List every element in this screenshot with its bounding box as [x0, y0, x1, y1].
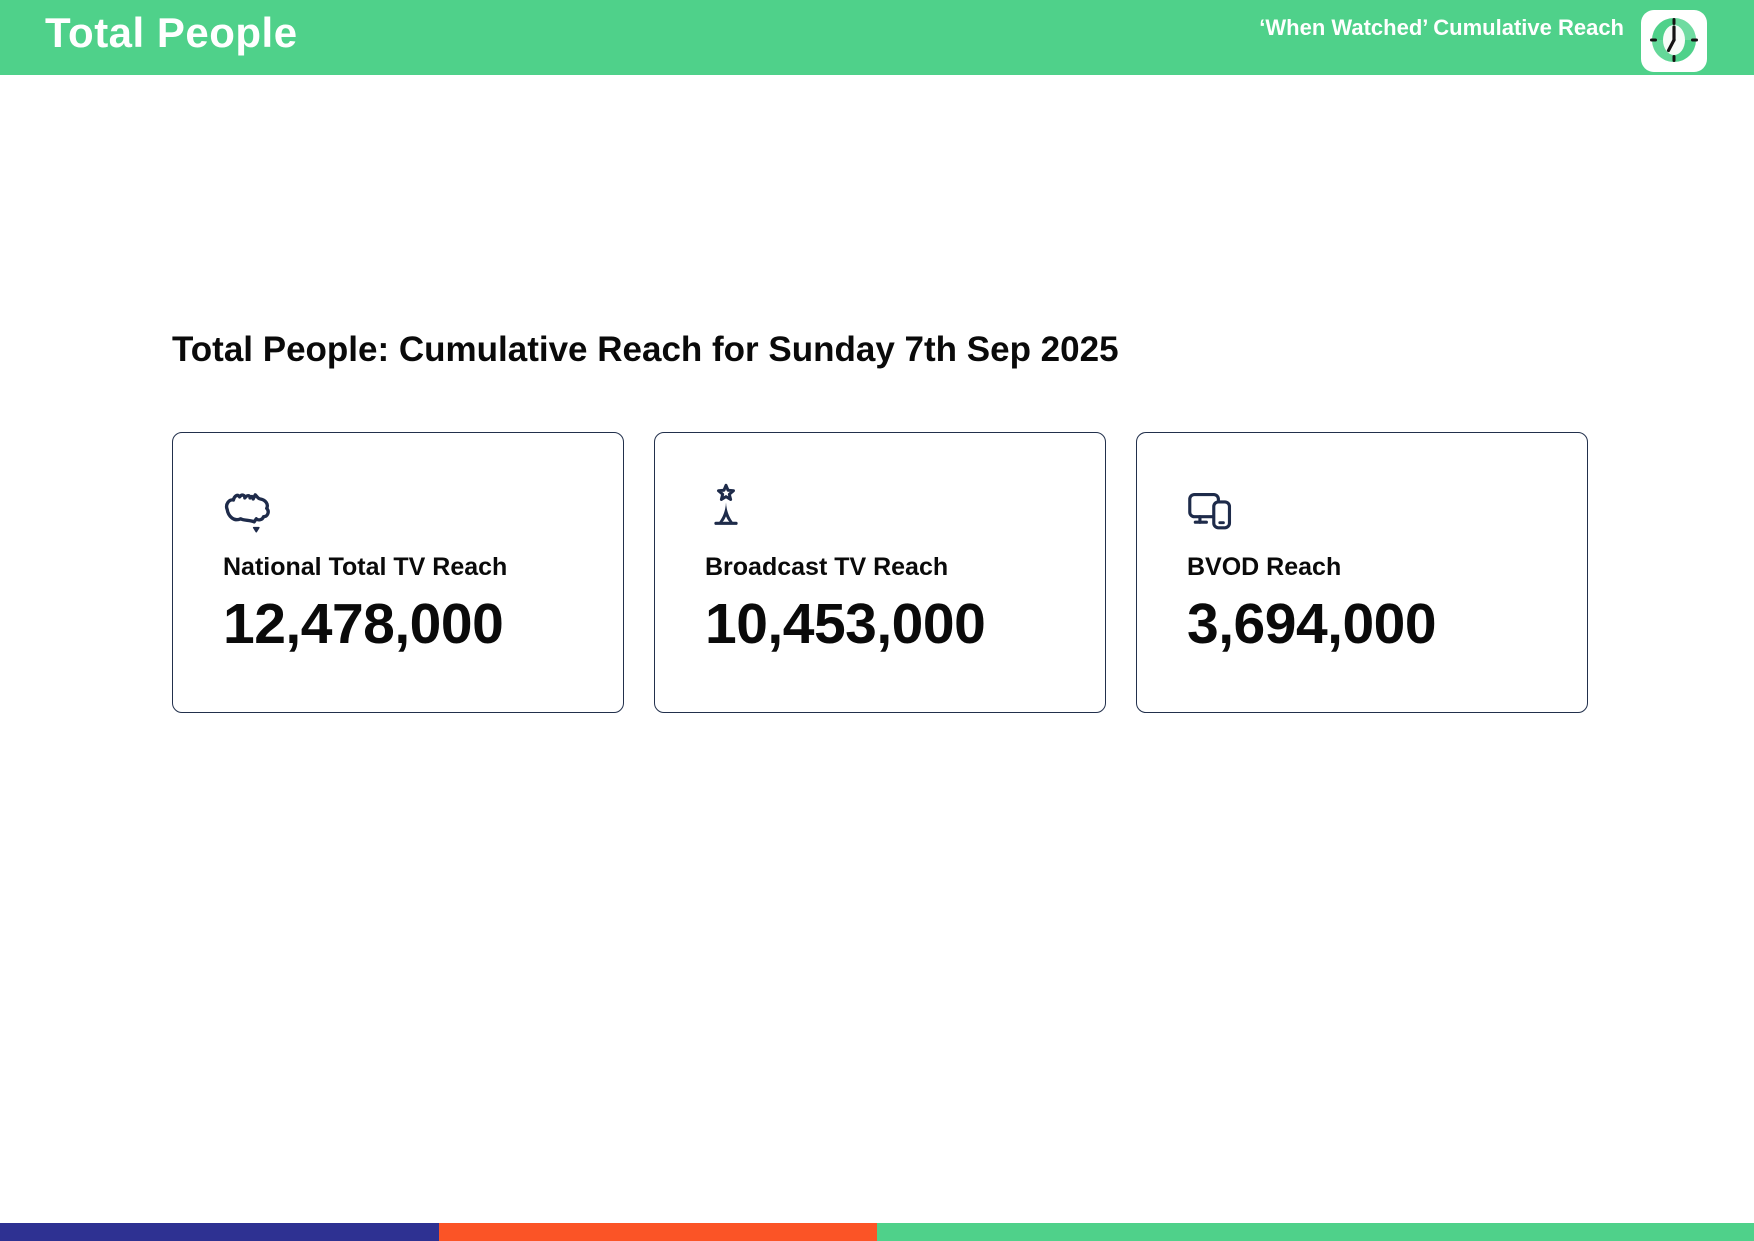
kpi-card-bvod-reach: BVOD Reach 3,694,000	[1136, 432, 1588, 713]
kpi-card-value: 10,453,000	[705, 592, 986, 656]
footer-brand-bar	[0, 1223, 1754, 1241]
kpi-cards-row: National Total TV Reach 12,478,000 Broad…	[172, 432, 1588, 713]
australia-map-icon	[223, 479, 593, 537]
when-watched-clock-icon	[1641, 10, 1707, 72]
kpi-card-broadcast-tv-reach: Broadcast TV Reach 10,453,000	[654, 432, 1106, 713]
header-badge-group: ‘When Watched’ Cumulative Reach	[1259, 10, 1707, 72]
footer-bar-segment-navy	[0, 1223, 439, 1241]
kpi-card-label: Broadcast TV Reach	[705, 553, 949, 581]
header-bar: Total People ‘When Watched’ Cumulative R…	[0, 0, 1754, 75]
broadcast-tower-icon	[705, 479, 1075, 537]
kpi-card-value: 3,694,000	[1187, 592, 1437, 656]
footer-bar-segment-orange	[438, 1223, 877, 1241]
kpi-card-label: BVOD Reach	[1187, 553, 1342, 581]
kpi-card-label: National Total TV Reach	[223, 553, 508, 581]
tv-and-mobile-devices-icon	[1187, 479, 1557, 537]
section-heading: Total People: Cumulative Reach for Sunda…	[172, 330, 1119, 369]
header-badge-label: ‘When Watched’ Cumulative Reach	[1259, 15, 1624, 40]
footer-bar-segment-green	[877, 1223, 1754, 1241]
page-title: Total People	[45, 9, 298, 56]
kpi-card-value: 12,478,000	[223, 592, 504, 656]
kpi-card-national-total-tv-reach: National Total TV Reach 12,478,000	[172, 432, 624, 713]
